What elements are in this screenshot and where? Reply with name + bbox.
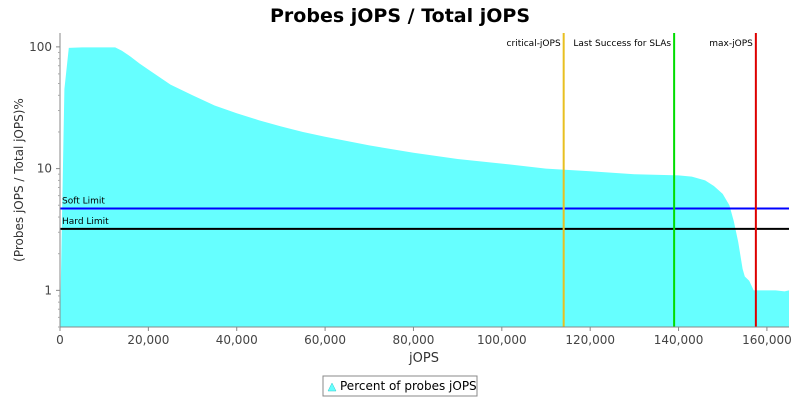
x-tick-label: 160,000: [742, 333, 792, 347]
legend-box: [322, 375, 478, 397]
chart-title: Probes jOPS / Total jOPS: [270, 5, 530, 27]
limit-label-soft-limit: Soft Limit: [62, 197, 105, 207]
plot-area: Soft Limit Hard Limit critical-jOPS Last Su…: [29, 33, 792, 347]
x-tick-label: 120,000: [565, 333, 615, 347]
marker-label-max-jops: max-jOPS: [709, 39, 753, 49]
x-tick-label: 0: [56, 333, 64, 347]
y-tick-label: 1: [44, 283, 52, 297]
x-tick-label: 80,000: [392, 333, 434, 347]
marker-label-critical-jops: critical-jOPS: [507, 39, 561, 49]
x-tick-label: 60,000: [304, 333, 346, 347]
x-axis-label: jOPS: [408, 351, 439, 366]
x-tick-label: 100,000: [477, 333, 527, 347]
limit-label-hard-limit: Hard Limit: [62, 217, 109, 227]
x-tick-label: 40,000: [216, 333, 258, 347]
y-axis-label: (Probes jOPS / Total jOPS)%: [12, 98, 26, 262]
x-tick-label: 140,000: [654, 333, 704, 347]
legend-label: Percent of probes jOPS: [340, 379, 477, 393]
x-tick-label: 20,000: [127, 333, 169, 347]
y-tick-label: 10: [37, 162, 52, 176]
area-series-1: [60, 47, 789, 328]
y-tick-label: 100: [29, 40, 52, 54]
legend-swatch: [327, 382, 337, 392]
marker-label-last-success-for-slas: Last Success for SLAs: [573, 39, 671, 49]
legend: Percent of probes jOPS: [322, 375, 478, 397]
